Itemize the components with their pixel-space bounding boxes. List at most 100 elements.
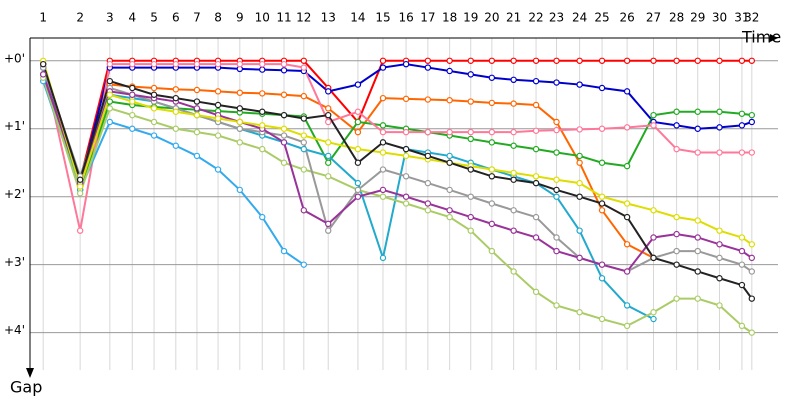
data-point (325, 88, 332, 95)
data-point (106, 118, 114, 126)
data-point (716, 275, 723, 282)
data-point (532, 234, 540, 241)
data-point (576, 309, 583, 316)
data-point (300, 145, 308, 153)
data-point (748, 57, 756, 64)
data-point (150, 84, 158, 92)
data-point (280, 132, 288, 139)
data-point (106, 60, 114, 68)
x-tick-label: 17 (420, 11, 435, 25)
data-point (150, 132, 158, 139)
data-point (379, 186, 387, 194)
data-point (532, 173, 540, 180)
data-point (510, 207, 517, 214)
data-point (748, 268, 756, 275)
data-point (193, 86, 201, 94)
series-line (42, 63, 753, 300)
data-point (424, 64, 432, 71)
data-point (214, 60, 222, 68)
data-point (325, 159, 332, 166)
data-point (236, 125, 244, 132)
data-point (446, 57, 453, 64)
y-tick-label: +2' (4, 187, 25, 201)
data-point (106, 91, 114, 98)
data-point (236, 105, 244, 112)
x-tick-label: 13 (321, 11, 336, 25)
data-point (532, 145, 540, 153)
data-point (598, 57, 606, 64)
data-point (172, 86, 180, 93)
data-point (716, 227, 723, 234)
data-point (300, 207, 308, 214)
x-tick-label: 7 (193, 11, 201, 25)
data-point (300, 139, 308, 146)
data-point (576, 152, 583, 160)
data-point (402, 95, 410, 103)
y-tick-label: +3' (4, 255, 25, 269)
data-point (598, 193, 606, 200)
data-point (150, 105, 158, 112)
data-point (236, 89, 244, 96)
data-point (259, 60, 266, 68)
data-point (467, 193, 474, 200)
data-point (510, 227, 517, 234)
x-axis-title: Time (741, 28, 781, 47)
data-point (402, 173, 410, 180)
data-point (738, 149, 746, 156)
data-point (694, 295, 701, 302)
data-point (553, 126, 560, 134)
x-tick-label: 22 (528, 11, 543, 25)
x-tick-label: 32 (744, 11, 759, 25)
data-point (532, 213, 540, 221)
data-point (694, 125, 701, 132)
data-point (467, 71, 474, 78)
data-point (379, 254, 387, 262)
data-point (402, 200, 410, 207)
data-point (402, 128, 410, 136)
data-point (650, 234, 657, 241)
data-point (488, 139, 496, 146)
data-point (553, 57, 560, 64)
data-point (510, 169, 517, 177)
data-point (673, 57, 680, 64)
data-point (325, 139, 332, 146)
data-point (172, 60, 180, 68)
data-point (623, 322, 631, 330)
x-tick-label: 30 (712, 11, 727, 25)
data-point (716, 108, 723, 115)
x-tick-label: 29 (690, 11, 705, 25)
data-point (576, 254, 583, 262)
data-point (129, 84, 136, 92)
data-point (510, 76, 517, 84)
data-point (354, 159, 362, 166)
data-point (738, 234, 746, 241)
series-line (42, 59, 752, 184)
data-point (532, 77, 540, 85)
data-point (598, 200, 606, 207)
x-tick-label: 25 (594, 11, 609, 25)
data-point (488, 74, 496, 81)
data-point (748, 241, 756, 248)
data-point (510, 57, 517, 64)
data-point (738, 110, 746, 117)
data-point (424, 57, 432, 64)
data-point (694, 108, 701, 115)
data-point (673, 108, 680, 115)
data-point (673, 145, 680, 153)
data-point (532, 127, 540, 134)
plot: 1 2 3 4 5 6 7 8 9 10 11 12 13 14 15 16 17 18 19 20 21 22 23 24 2… (4, 11, 759, 338)
data-point (738, 122, 746, 129)
data-point (424, 179, 432, 187)
data-point (39, 71, 47, 78)
data-point (623, 124, 631, 131)
data-point (576, 159, 583, 166)
data-point (129, 98, 136, 105)
data-point (488, 128, 496, 136)
data-point (553, 234, 560, 241)
data-point (193, 98, 201, 105)
x-tick-label: 16 (398, 11, 413, 25)
data-point (379, 94, 387, 102)
data-point (488, 99, 496, 107)
data-point (446, 128, 453, 136)
